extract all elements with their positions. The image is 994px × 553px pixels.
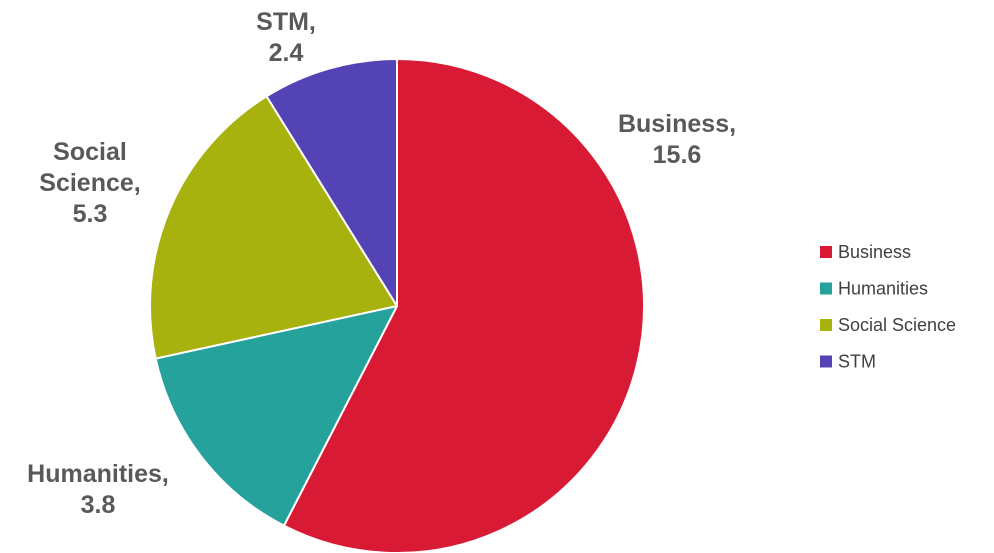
legend-swatch-stm (820, 355, 832, 368)
legend-label-stm: STM (838, 352, 876, 372)
pie-slice-humanities (154, 305, 398, 527)
pie-slice-social-science (149, 95, 398, 360)
data-label-stm: STM, 2.4 (256, 8, 316, 67)
legend-item-business: Business (820, 242, 911, 262)
legend-swatch-business (820, 246, 832, 258)
data-labels: Business, 15.6 Humanities, 3.8 Social Science… (27, 8, 736, 519)
legend-label-social-science: Social Science (838, 315, 956, 335)
legend-item-social-science: Social Science (820, 315, 956, 335)
legend-item-humanities: Humanities (820, 279, 928, 299)
data-label-business: Business, 15.6 (618, 110, 736, 169)
pie-slice-stm (265, 58, 398, 307)
data-label-humanities: Humanities, 3.8 (27, 460, 169, 519)
legend-swatch-humanities (820, 282, 832, 295)
legend: Business Humanities Social Science STM (820, 242, 956, 372)
legend-label-business: Business (838, 242, 911, 262)
pie-slices (149, 58, 646, 553)
data-label-social-science: Social Science, 5.3 (39, 138, 140, 228)
legend-item-stm: STM (820, 352, 876, 372)
legend-label-humanities: Humanities (838, 279, 928, 299)
legend-swatch-social-science (820, 319, 832, 331)
